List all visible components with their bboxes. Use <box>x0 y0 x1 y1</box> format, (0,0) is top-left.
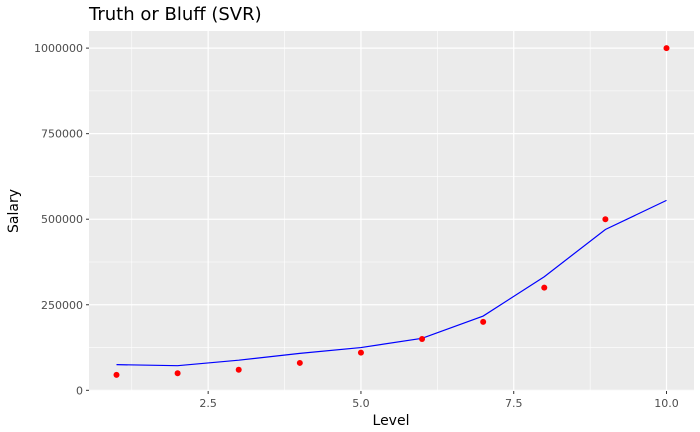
series-layer <box>113 45 670 378</box>
plot-panel <box>89 31 694 391</box>
data-point <box>357 349 364 356</box>
data-point <box>296 359 303 366</box>
minor-gridlines <box>89 31 694 391</box>
data-point <box>480 318 487 325</box>
y-axis: 0 250000 500000 750000 1000000 <box>34 42 89 397</box>
y-tick-label: 250000 <box>41 299 83 312</box>
x-tick-label: 5.0 <box>352 397 370 410</box>
data-point <box>602 216 609 223</box>
x-tick-label: 7.5 <box>505 397 523 410</box>
y-tick-label: 750000 <box>41 128 83 141</box>
y-tick-label: 500000 <box>41 213 83 226</box>
x-tick-label: 2.5 <box>199 397 217 410</box>
data-point <box>419 335 426 342</box>
major-gridlines <box>89 31 694 391</box>
data-point <box>235 366 242 373</box>
data-point <box>113 371 120 378</box>
data-point <box>663 45 670 52</box>
x-tick-label: 10.0 <box>654 397 679 410</box>
x-axis-title: Level <box>373 413 410 429</box>
prediction-line <box>116 199 667 367</box>
y-tick-label: 0 <box>76 384 83 397</box>
data-point <box>541 284 548 291</box>
y-tick-label: 1000000 <box>34 42 83 55</box>
y-axis-title: Salary <box>6 189 22 233</box>
data-point <box>174 370 181 377</box>
chart-title: Truth or Bluff (SVR) <box>88 4 262 25</box>
x-axis: 2.5 5.0 7.5 10.0 <box>199 391 679 410</box>
